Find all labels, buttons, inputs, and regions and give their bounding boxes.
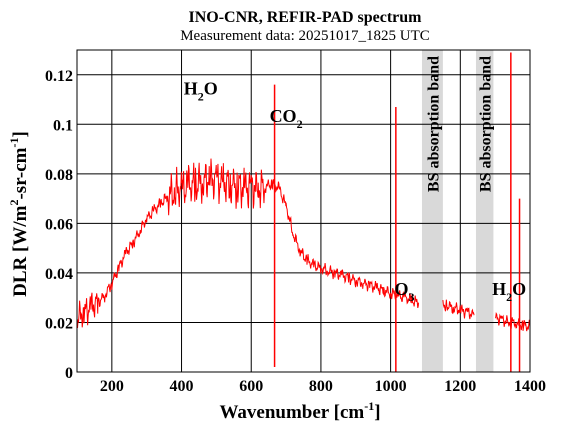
plot-frame	[76, 49, 531, 373]
x-axis-label: Wavenumber [cm-1]	[219, 399, 380, 423]
x-tick-label: 1000	[375, 378, 407, 395]
x-tick-label: 1200	[444, 378, 476, 395]
x-tick-label: 800	[309, 378, 333, 395]
spectrum-line-segment	[442, 299, 475, 320]
y-tick-label: 0.1	[53, 117, 73, 134]
chart-subtitle: Measurement data: 20251017_1825 UTC	[180, 28, 430, 44]
x-tick-label: 400	[170, 378, 194, 395]
x-tick-label: 600	[239, 378, 263, 395]
x-tick-label: 200	[100, 378, 124, 395]
species-annotation-4: H2O	[492, 279, 526, 304]
chart-title: INO-CNR, REFIR-PAD spectrum	[188, 9, 422, 26]
absorption-bands	[421, 50, 494, 372]
x-axis-ticks: 200 400 600 800 1000 1200 1400	[100, 378, 546, 395]
y-tick-label: 0.04	[45, 266, 73, 283]
spectrum-line-segment	[494, 311, 531, 332]
species-annotation-1: H2O	[184, 79, 218, 104]
annotations: H2O CO2 O3 H2O	[184, 79, 526, 305]
x-tick-label: 1400	[514, 378, 546, 395]
species-annotation-2: CO2	[270, 106, 303, 131]
y-tick-label: 0.02	[45, 315, 73, 332]
spectrum-series	[76, 52, 531, 372]
y-tick-label: 0.06	[45, 216, 73, 233]
grid-lines	[77, 50, 530, 372]
spectrum-line-segment	[76, 158, 419, 329]
y-tick-label: 0.12	[45, 68, 73, 85]
y-tick-label: 0	[65, 365, 73, 382]
y-tick-label: 0.08	[45, 167, 73, 184]
absorption-band-1	[421, 50, 443, 372]
absorption-band-2	[475, 50, 494, 372]
species-annotation-3: O3	[395, 279, 415, 304]
band-label-1: BS absorption band	[425, 56, 442, 192]
band-labels: BS absorption band BS absorption band	[425, 56, 494, 192]
y-axis-ticks: 0 0.02 0.04 0.06 0.08 0.1 0.12	[45, 68, 73, 382]
band-label-2: BS absorption band	[478, 56, 495, 192]
y-axis-label: DLR [W/m2-sr-cm-1]	[7, 131, 31, 297]
